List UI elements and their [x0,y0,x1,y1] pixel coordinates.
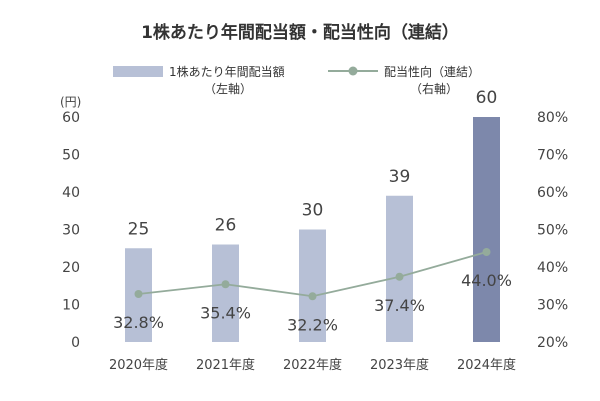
right-tick-label: 30% [537,298,568,314]
left-axis-ticks: 0 10 20 30 40 50 60 [62,110,80,351]
left-tick-label: 50 [62,148,80,164]
left-tick-label: 60 [62,110,80,126]
category-labels: 2020年度 2021年度 2022年度 2023年度 2024年度 [109,357,516,373]
bar-value-label: 60 [476,88,498,108]
legend: 1株あたり年間配当額 （左軸） 配当性向（連結） （右軸） [113,64,480,96]
left-axis-unit: (円) [60,95,81,109]
right-tick-label: 20% [537,335,568,351]
category-label: 2022年度 [283,357,342,373]
payout-ratio-labels: 32.8% 35.4% 32.2% 37.4% 44.0% [113,271,512,334]
left-tick-label: 20 [62,260,80,276]
right-tick-label: 70% [537,148,568,164]
legend-line-marker [348,66,358,76]
payout-ratio-label: 32.8% [113,313,164,332]
payout-ratio-point [134,290,143,298]
legend-line-axis-note: （右軸） [410,81,458,96]
left-tick-label: 0 [71,335,80,351]
payout-ratio-point [482,248,491,256]
payout-ratio-label: 37.4% [374,296,425,315]
bar-labels: 25 26 30 39 60 [128,88,498,239]
left-tick-label: 40 [62,185,80,201]
bar-value-label: 25 [128,219,150,239]
bar-value-label: 26 [215,216,237,236]
bar-2021年度 [212,244,239,342]
category-label: 2020年度 [109,357,168,373]
legend-bar-axis-note: （左軸） [204,81,252,96]
legend-bar-swatch [113,66,163,77]
payout-ratio-point [395,272,404,281]
bar-2024年度 [473,117,500,342]
chart-title: 1株あたり年間配当額・配当性向（連結） [141,22,459,43]
bar-2023年度 [386,195,413,342]
category-label: 2024年度 [457,357,516,373]
left-tick-label: 30 [62,223,80,239]
bar-2022年度 [299,229,326,342]
right-tick-label: 40% [537,260,568,276]
left-tick-label: 10 [62,298,80,314]
right-axis-ticks: 20% 30% 40% 50% 60% 70% 80% [537,110,568,351]
payout-ratio-label: 44.0% [461,271,512,290]
payout-ratio-point [221,280,230,289]
category-label: 2023年度 [370,357,429,373]
category-label: 2021年度 [196,357,255,373]
payout-ratio-label: 35.4% [200,303,251,322]
bar-value-label: 39 [389,167,411,187]
right-tick-label: 60% [537,185,568,201]
right-tick-label: 80% [537,110,568,126]
payout-ratio-label: 32.2% [287,315,338,334]
bars [125,117,500,342]
legend-bar-label: 1株あたり年間配当額 [169,64,285,79]
payout-ratio-point [308,292,317,301]
payout-ratio-line [134,248,491,301]
legend-line-label: 配当性向（連結） [384,64,480,79]
right-tick-label: 50% [537,223,568,239]
bar-value-label: 30 [302,201,324,221]
